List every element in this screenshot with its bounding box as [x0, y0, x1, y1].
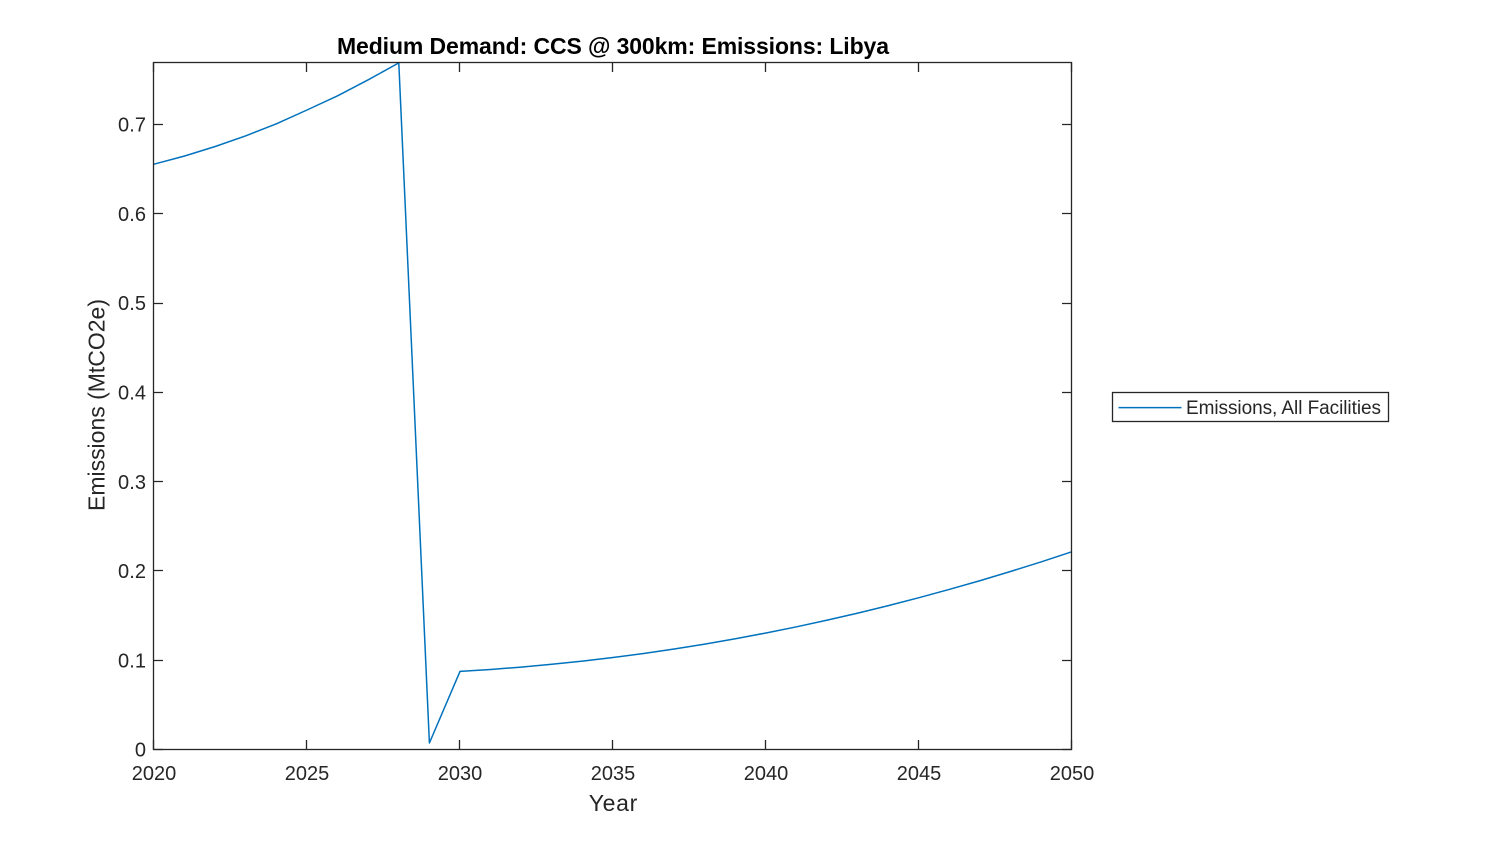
svg-text:Medium Demand: CCS @ 300km: Em: Medium Demand: CCS @ 300km: Emissions: L… — [337, 33, 889, 59]
svg-text:2030: 2030 — [438, 763, 483, 785]
svg-text:2040: 2040 — [744, 763, 789, 785]
svg-text:Emissions, All Facilities: Emissions, All Facilities — [1186, 398, 1381, 419]
svg-text:0.6: 0.6 — [118, 204, 146, 226]
svg-text:2020: 2020 — [132, 763, 177, 785]
svg-text:2050: 2050 — [1050, 763, 1095, 785]
svg-text:0.1: 0.1 — [118, 650, 146, 672]
svg-text:Year: Year — [589, 790, 638, 816]
svg-text:0.7: 0.7 — [118, 115, 146, 137]
svg-text:0.4: 0.4 — [118, 383, 146, 405]
svg-text:Emissions (MtCO2e): Emissions (MtCO2e) — [84, 299, 110, 511]
svg-text:2025: 2025 — [285, 763, 330, 785]
svg-text:2045: 2045 — [897, 763, 942, 785]
svg-text:0: 0 — [135, 740, 146, 762]
svg-text:0.5: 0.5 — [118, 293, 146, 315]
svg-text:0.3: 0.3 — [118, 472, 146, 494]
svg-text:0.2: 0.2 — [118, 561, 146, 583]
svg-text:2035: 2035 — [591, 763, 636, 785]
